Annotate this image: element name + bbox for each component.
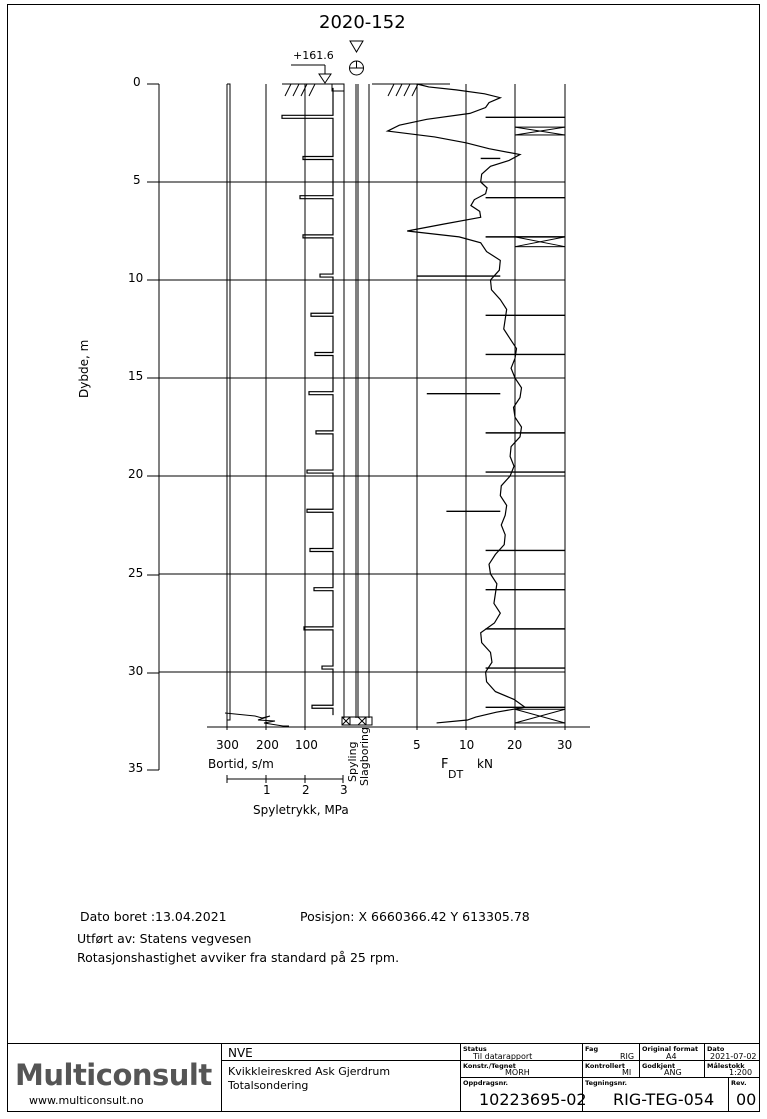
title-block: Multiconsult www.multiconsult.no NVE Kvi…: [7, 1043, 760, 1112]
project-cell: Kvikkleireskred Ask Gjerdrum Totalsonder…: [222, 1061, 461, 1112]
scale-label: Målestokk: [707, 1062, 745, 1070]
depth-tick-label-5: 5: [133, 173, 141, 187]
depth-tick-label-10: 10: [128, 271, 144, 285]
force-trace: [385, 83, 565, 724]
drawing-label: Tegningsnr.: [585, 1079, 628, 1087]
date-label: Dato: [707, 1045, 725, 1053]
status-label: Status: [463, 1045, 487, 1053]
bortid-baseline: [227, 83, 231, 721]
bortid-tick-300: 300: [216, 738, 239, 752]
bortid-end-trace: [224, 712, 289, 727]
slag-box-2: [514, 708, 566, 724]
bortid-tick-100: 100: [295, 738, 318, 752]
client-cell: NVE: [222, 1043, 461, 1061]
slagboring-label: Slagboring: [358, 726, 371, 786]
water-level-symbol: [349, 40, 364, 53]
borehole-id: 2020-152: [319, 12, 406, 33]
depth-tick-label-25: 25: [128, 566, 144, 580]
drawn-label: Konstr./Tegnet: [463, 1062, 516, 1070]
slagboring-markers: [514, 126, 566, 724]
date-line: Dato boret :13.04.2021: [80, 909, 227, 924]
depth-tick-label-20: 20: [128, 467, 144, 481]
pressure-tick-3: 3: [340, 783, 348, 797]
rev-label: Rev.: [731, 1079, 747, 1087]
depth-tick-label-30: 30: [128, 664, 144, 678]
force-line: [385, 83, 527, 724]
project-line-1: Kvikkleireskred Ask Gjerdrum: [228, 1065, 391, 1078]
performed-line: Utført av: Statens vegvesen: [77, 931, 252, 946]
force-subscript: DT: [448, 768, 464, 781]
approved-label: Godkjent: [642, 1062, 676, 1070]
drawing-cell: Tegningsnr. RIG-TEG-054: [583, 1078, 729, 1112]
pressure-tick-1: 1: [263, 783, 271, 797]
date-cell: Dato 2021-07-02: [705, 1043, 760, 1061]
bortid-tick-200: 200: [256, 738, 279, 752]
format-label: Original format: [642, 1045, 699, 1053]
scale-cell: Målestokk 1:200: [705, 1061, 760, 1078]
checked-value: MI: [622, 1068, 632, 1077]
format-cell: Original format A4: [640, 1043, 705, 1061]
assignment-value: 10223695-02: [479, 1090, 587, 1109]
pressure-axis-label: Spyletrykk, MPa: [253, 803, 349, 817]
fag-cell: Fag RIG: [583, 1043, 640, 1061]
elevation-label: +161.6: [293, 49, 334, 62]
format-value: A4: [666, 1052, 677, 1061]
slag-box-diag-b-2: [514, 708, 566, 724]
approved-value: ANG: [664, 1068, 682, 1077]
depth-axis-label: Dybde, m: [77, 339, 91, 398]
status-value: Til datarapport: [473, 1052, 533, 1061]
rev-value: 00: [736, 1090, 757, 1109]
date-value: 2021-07-02: [710, 1052, 757, 1061]
bortid-trace: [281, 87, 334, 716]
fag-label: Fag: [585, 1045, 599, 1053]
status-cell: Status Til datarapport: [461, 1043, 583, 1061]
slag-box-1: [514, 236, 566, 248]
depth-tick-label-35: 35: [128, 761, 144, 775]
drawing-value: RIG-TEG-054: [613, 1090, 715, 1109]
fag-value: RIG: [620, 1052, 635, 1061]
logo-cell: Multiconsult www.multiconsult.no: [7, 1043, 222, 1112]
force-tick-30: 30: [557, 738, 573, 752]
bortid-axis-label: Bortid, s/m: [208, 757, 274, 771]
force-tick-10: 10: [459, 738, 475, 752]
approved-cell: Godkjent ANG: [640, 1061, 705, 1078]
force-tick-5: 5: [413, 738, 421, 752]
assignment-label: Oppdragsnr.: [463, 1079, 508, 1087]
static-frame-lines: [147, 40, 590, 783]
depth-tick-label-15: 15: [128, 369, 144, 383]
drawn-value: MORH: [505, 1068, 530, 1077]
depth-gridlines: [159, 181, 565, 673]
force-tick-20: 20: [507, 738, 523, 752]
position-line: Posisjon: X 6660366.42 Y 613305.78: [300, 909, 530, 924]
company-website: www.multiconsult.no: [29, 1094, 144, 1107]
checked-cell: Kontrollert MI: [583, 1061, 640, 1078]
elevation-marker: [318, 73, 332, 84]
bottom-hatch-box: [341, 716, 373, 726]
force-unit: kN: [477, 757, 493, 771]
pressure-tick-2: 2: [302, 783, 310, 797]
rev-cell: Rev. 00: [729, 1078, 760, 1112]
rotation-line: Rotasjonshastighet avviker fra standard …: [77, 950, 400, 965]
company-logo: Multiconsult: [15, 1058, 212, 1092]
slag-box-0: [514, 126, 566, 136]
slag-box-diag-b-1: [514, 236, 566, 248]
client-name: NVE: [228, 1046, 253, 1060]
depth-tick-label-0: 0: [133, 75, 141, 89]
project-line-2: Totalsondering: [228, 1079, 309, 1092]
drawn-cell: Konstr./Tegnet MORH: [461, 1061, 583, 1078]
top-hatch-box: [331, 83, 345, 92]
force-symbol: F: [441, 757, 449, 772]
scale-value: 1:200: [729, 1068, 753, 1077]
slag-box-diag-b-0: [514, 126, 566, 136]
bortid-line: [281, 87, 334, 716]
drawing-frame: [7, 4, 760, 1112]
checked-label: Kontrollert: [585, 1062, 625, 1070]
assignment-cell: Oppdragsnr. 10223695-02: [461, 1078, 587, 1112]
